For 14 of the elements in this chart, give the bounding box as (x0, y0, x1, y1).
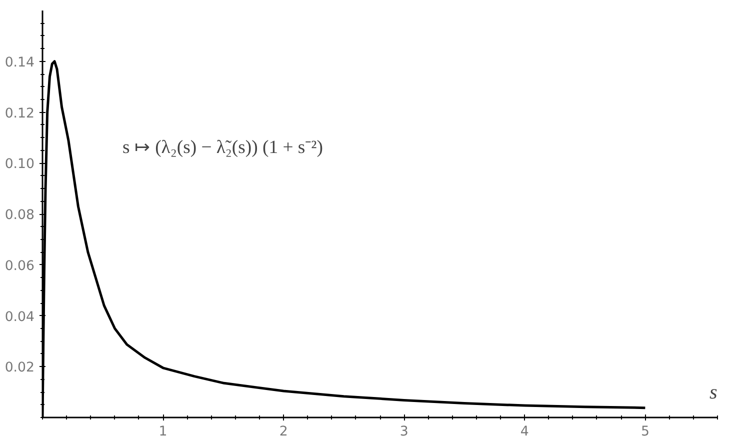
y-tick-label: 0.04 (4, 310, 35, 325)
x-tick-label: 3 (400, 424, 408, 440)
y-tick-label: 0.10 (4, 157, 35, 172)
x-tick-label: 1 (158, 424, 168, 440)
y-tick-label: 0.14 (4, 55, 35, 70)
x-tick-label: 5 (640, 424, 650, 440)
x-tick-label: 2 (279, 424, 288, 440)
y-tick-label: 0.06 (4, 258, 35, 274)
y-tick-label: 0.02 (4, 360, 35, 376)
y-tick-label: 0.12 (4, 106, 35, 122)
annotation: s ↦ (λ₂(s) − λ̃₂(s)) (1 + s⁻²) (122, 137, 323, 158)
x-tick-label: 4 (520, 424, 529, 440)
y-tick-label: 0.08 (4, 208, 35, 223)
x-axis-title: s (710, 382, 718, 404)
